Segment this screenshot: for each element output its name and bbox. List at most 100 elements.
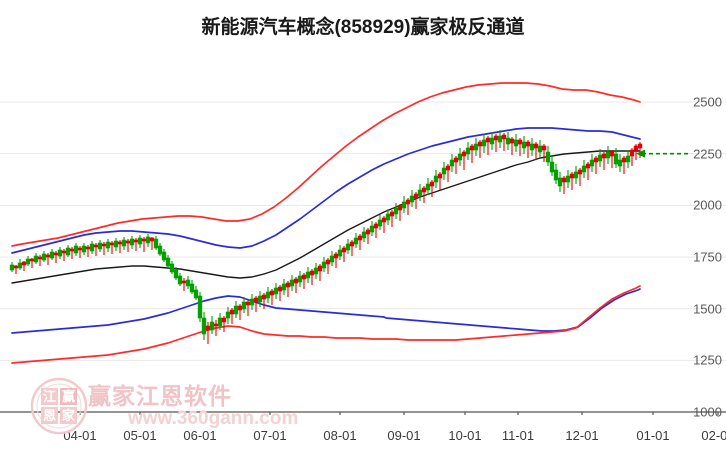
candle-body: [393, 207, 399, 215]
candle-body: [133, 239, 139, 243]
candle-body: [597, 154, 603, 162]
watermark-seal-icon: 江 赢 恩 家: [30, 377, 88, 435]
candle-body: [313, 267, 319, 275]
candle-body: [233, 305, 239, 315]
candle-body: [541, 145, 547, 151]
candle-body: [437, 173, 443, 179]
candle-body: [317, 265, 323, 272]
candle-body: [281, 283, 287, 291]
candle-body: [621, 157, 627, 163]
candle-body: [301, 274, 307, 280]
svg-text:江: 江: [43, 389, 56, 404]
candle-body: [545, 151, 551, 163]
candle-body: [29, 258, 35, 262]
candle-body: [433, 175, 439, 183]
candle-body: [113, 240, 119, 248]
candle-body: [417, 189, 423, 197]
candle-body: [261, 294, 267, 300]
candle-body: [321, 261, 327, 269]
candle-body: [449, 159, 455, 167]
candle-body: [429, 181, 435, 187]
x-axis-tick-label: 08-01: [323, 428, 357, 443]
candle-body: [121, 239, 127, 247]
x-axis-tick-label: 07-01: [253, 428, 287, 443]
candle-body: [85, 246, 91, 250]
candle-body: [201, 317, 207, 335]
candle-body: [117, 241, 123, 245]
candle-body: [149, 237, 155, 242]
candle-body: [377, 219, 383, 227]
candle-body: [409, 195, 415, 203]
candle-body: [241, 301, 247, 310]
candle-body: [273, 287, 279, 295]
candle-body: [369, 225, 375, 233]
candle-body: [137, 237, 143, 245]
candle-body: [97, 242, 103, 250]
candle-body: [397, 205, 403, 211]
candle-body: [169, 263, 175, 273]
candle-body: [245, 301, 251, 306]
watermark-brand: 赢家江恩软件: [88, 383, 232, 409]
candle-body: [349, 241, 355, 247]
candle-body: [177, 275, 183, 285]
candle-body: [493, 135, 499, 141]
candle-body: [333, 253, 339, 259]
candle-body: [405, 199, 411, 205]
chart-plot-area[interactable]: [0, 55, 726, 415]
candle-body: [141, 238, 147, 242]
candle-body: [601, 153, 607, 159]
candle-body: [353, 237, 359, 245]
candle-body: [37, 256, 43, 260]
candle-body: [293, 278, 299, 284]
candle-body: [193, 289, 199, 299]
y-axis-tick-label: 1000: [693, 404, 722, 420]
candle-body: [25, 258, 31, 265]
candle-body: [461, 151, 467, 157]
candle-body: [225, 311, 231, 319]
candle-body: [189, 283, 195, 293]
candle-body: [469, 145, 475, 151]
candle-body: [505, 137, 511, 145]
candle-body: [89, 243, 95, 252]
channel-line: [11, 288, 641, 334]
candle-body: [633, 145, 639, 151]
candle-body: [517, 139, 523, 145]
candle-body: [257, 295, 263, 303]
candle-body: [109, 242, 115, 246]
candle-body: [265, 291, 271, 299]
candle-body: [173, 269, 179, 279]
candle-body: [45, 254, 51, 258]
candle-body: [229, 309, 235, 315]
candle-body: [625, 155, 631, 163]
candle-body: [569, 173, 575, 179]
candle-body: [373, 223, 379, 229]
candle-body: [297, 275, 303, 283]
candle-body: [269, 290, 275, 296]
x-axis-tick-label: 09-01: [387, 428, 421, 443]
x-axis-tick-label: 02-01: [701, 428, 726, 443]
candle-body: [501, 134, 507, 140]
svg-text:赢: 赢: [62, 389, 75, 404]
svg-text:家: 家: [62, 408, 76, 423]
candle-body: [277, 286, 283, 292]
candle-body: [593, 157, 599, 163]
candle-body: [481, 139, 487, 147]
candle-body: [557, 177, 563, 187]
candle-body: [445, 165, 451, 171]
candle-body: [337, 249, 343, 257]
x-axis-tick-label: 01-01: [636, 428, 670, 443]
candle-body: [289, 279, 295, 287]
candle-body: [381, 217, 387, 223]
candle-body: [525, 141, 531, 147]
candle-body: [629, 149, 635, 157]
x-axis-tick-label: 11-01: [501, 428, 535, 443]
x-axis-tick-label: 06-01: [183, 428, 217, 443]
candle-body: [617, 159, 623, 167]
candle-body: [457, 153, 463, 161]
channel-line: [11, 285, 641, 364]
candle-body: [105, 241, 111, 249]
candle-body: [125, 240, 131, 244]
candle-body: [145, 236, 151, 244]
channel-line: [11, 127, 641, 254]
candle-body: [65, 247, 71, 256]
